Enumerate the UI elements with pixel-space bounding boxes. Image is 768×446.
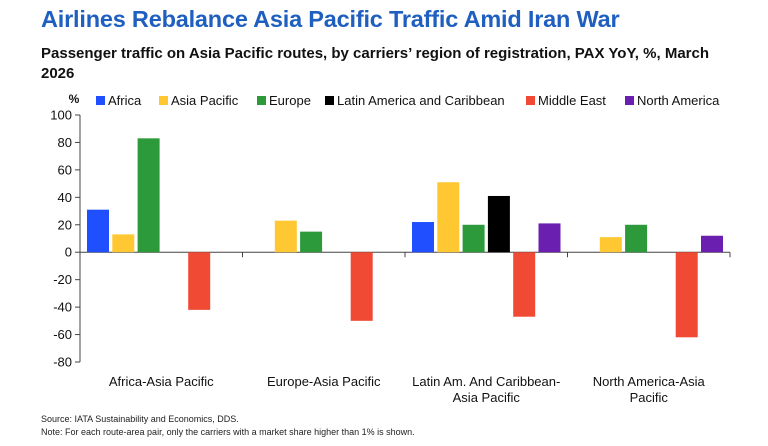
bar-middle-east [188, 252, 211, 310]
y-axis-unit-label: % [69, 92, 80, 106]
bar-north-america [701, 235, 723, 253]
footnote: Note: For each route-area pair, only the… [41, 427, 415, 437]
legend-swatch-asia-pacific [159, 96, 168, 105]
legend-swatch-middle-east [526, 96, 535, 105]
bar-asia-pacific [599, 237, 622, 253]
source-note: Source: IATA Sustainability and Economic… [41, 414, 239, 424]
chart-footer: Source: IATA Sustainability and Economic… [41, 413, 415, 439]
legend-swatch-europe [257, 96, 266, 105]
bar-asia-pacific [274, 220, 297, 253]
y-tick-label: -20 [53, 272, 72, 287]
legend-label-latin-america-and-caribbean: Latin America and Caribbean [337, 93, 505, 108]
bar-europe [625, 224, 648, 253]
y-tick-label: 80 [58, 135, 72, 150]
y-tick-label: -80 [53, 355, 72, 370]
bar-africa [87, 209, 109, 253]
bar-middle-east [513, 252, 536, 317]
legend-label-middle-east: Middle East [538, 93, 606, 108]
bar-africa [412, 222, 434, 253]
y-tick-label: 20 [58, 217, 72, 232]
legend-label-north-america: North America [637, 93, 720, 108]
category-label: Latin Am. And Caribbean-Asia Pacific [412, 374, 560, 405]
category-label: Europe-Asia Pacific [267, 374, 381, 389]
y-tick-label: 0 [65, 245, 72, 260]
bar-latin-america-and-caribbean [487, 195, 510, 253]
bar-europe [300, 231, 323, 253]
bar-asia-pacific [112, 234, 135, 253]
legend-label-asia-pacific: Asia Pacific [171, 93, 239, 108]
legend-label-europe: Europe [269, 93, 311, 108]
y-tick-label: -40 [53, 300, 72, 315]
y-tick-label: -60 [53, 327, 72, 342]
bar-europe [462, 224, 485, 253]
bar-asia-pacific [437, 182, 460, 253]
bar-middle-east [675, 252, 698, 338]
legend-swatch-north-america [625, 96, 634, 105]
chart-title: Airlines Rebalance Asia Pacific Traffic … [41, 6, 620, 32]
bar-middle-east [350, 252, 373, 321]
y-tick-label: 40 [58, 190, 72, 205]
bar-europe [137, 138, 160, 253]
chart-subtitle: Passenger traffic on Asia Pacific routes… [41, 45, 709, 82]
bar-north-america [538, 223, 561, 253]
legend-swatch-latin-america-and-caribbean [325, 96, 334, 105]
legend-label-africa: Africa [108, 93, 142, 108]
y-tick-label: 100 [50, 108, 72, 123]
category-label: North America-Asia Pacific [593, 374, 706, 405]
legend-swatch-africa [96, 96, 105, 105]
category-label: Africa-Asia Pacific [109, 374, 214, 389]
y-tick-label: 60 [58, 162, 72, 177]
